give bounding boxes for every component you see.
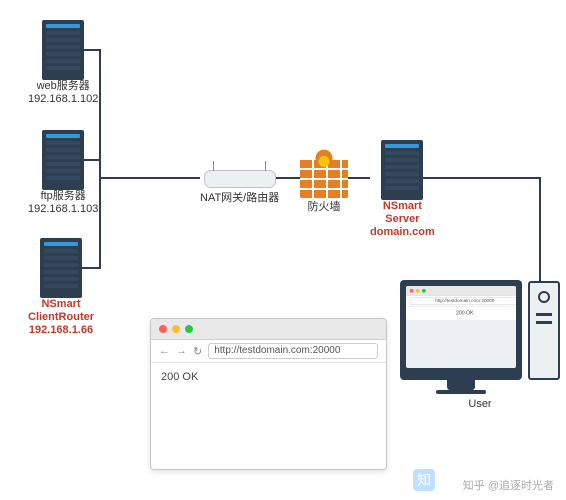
firewall-label: 防火墙	[300, 201, 348, 214]
browser-window: ← → ↻ http://testdomain.com:20000 200 OK	[150, 318, 387, 470]
browser-toolbar: ← → ↻ http://testdomain.com:20000	[151, 340, 386, 363]
maximize-icon[interactable]	[185, 325, 193, 333]
zhihu-logo-icon: 知	[412, 468, 436, 492]
url-input[interactable]: http://testdomain.com:20000	[208, 343, 378, 359]
close-icon	[410, 289, 414, 293]
mini-browser-titlebar	[406, 286, 516, 296]
node-web-server: web服务器 192.168.1.102	[28, 20, 98, 106]
mini-url-bar-row: http://testdomain.com:20000	[406, 296, 516, 307]
close-icon[interactable]	[159, 325, 167, 333]
mini-body: 200 OK	[406, 307, 516, 320]
monitor-icon: http://testdomain.com:20000 200 OK	[400, 280, 522, 380]
mini-url-bar: http://testdomain.com:20000	[410, 297, 516, 305]
user-label: User	[400, 398, 560, 411]
browser-body: 200 OK	[151, 363, 386, 391]
node-firewall: 防火墙	[300, 158, 348, 214]
web-label-ip: 192.168.1.102	[28, 93, 98, 106]
client-label-2: ClientRouter	[28, 311, 94, 324]
server-label-2: Server	[370, 213, 435, 226]
client-label-3: 192.168.1.66	[28, 324, 94, 337]
server-icon	[40, 238, 82, 298]
max-icon	[422, 289, 426, 293]
node-ftp-server: ftp服务器 192.168.1.103	[28, 130, 98, 216]
web-label-name: web服务器	[28, 80, 98, 93]
min-icon	[416, 289, 420, 293]
node-user: http://testdomain.com:20000 200 OK User	[400, 280, 560, 411]
client-label-1: NSmart	[28, 298, 94, 311]
node-client-router: NSmart ClientRouter 192.168.1.66	[28, 238, 94, 338]
node-nsmart-server: NSmart Server domain.com	[370, 140, 435, 240]
server-icon	[42, 20, 84, 80]
node-router: NAT网关/路由器	[200, 170, 279, 205]
minimize-icon[interactable]	[172, 325, 180, 333]
svg-text:知: 知	[417, 472, 431, 488]
mini-browser: http://testdomain.com:20000 200 OK	[406, 286, 516, 320]
server-label-1: NSmart	[370, 200, 435, 213]
ftp-label-ip: 192.168.1.103	[28, 203, 98, 216]
router-icon	[204, 170, 276, 188]
watermark-text: 知乎 @追逐时光者	[459, 476, 558, 494]
server-label-3: domain.com	[370, 226, 435, 239]
ftp-label-name: ftp服务器	[28, 190, 98, 203]
flame-icon	[315, 146, 333, 168]
server-icon	[381, 140, 423, 200]
server-icon	[42, 130, 84, 190]
browser-titlebar[interactable]	[151, 319, 386, 340]
back-icon[interactable]: ←	[159, 345, 170, 357]
diagram-canvas: web服务器 192.168.1.102 ftp服务器 192.168.1.10…	[0, 0, 566, 500]
firewall-icon	[300, 158, 348, 198]
tower-icon	[528, 281, 560, 380]
router-label: NAT网关/路由器	[200, 192, 279, 205]
forward-icon[interactable]: →	[176, 345, 187, 357]
reload-icon[interactable]: ↻	[193, 345, 202, 358]
